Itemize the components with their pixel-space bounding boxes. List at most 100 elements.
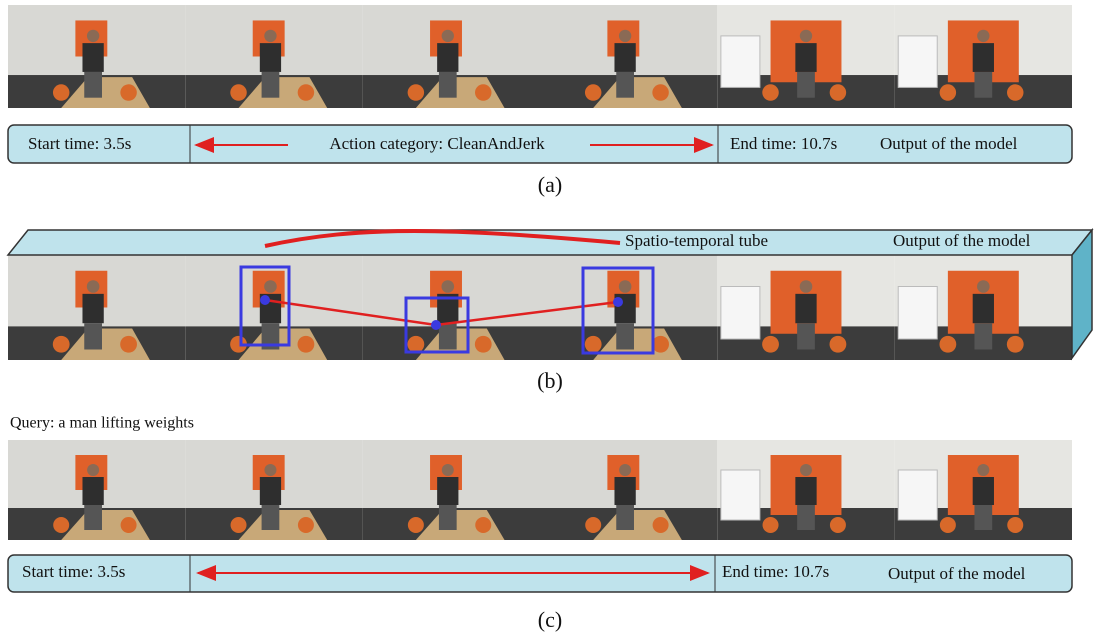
plate	[475, 517, 491, 533]
person-head	[87, 30, 99, 42]
plate	[763, 517, 779, 533]
person-legs	[84, 323, 102, 349]
person-legs	[439, 72, 457, 98]
person-body	[973, 477, 994, 505]
whiteboard	[721, 36, 760, 88]
person-legs	[974, 505, 992, 530]
person-legs	[262, 72, 280, 98]
plate	[830, 517, 846, 533]
person-head	[800, 30, 812, 42]
person-head	[619, 30, 631, 42]
plate	[475, 336, 492, 353]
whiteboard	[898, 36, 937, 88]
person-head	[442, 30, 454, 42]
person-head	[977, 280, 990, 293]
person-body	[795, 477, 816, 505]
output-label: Output of the model	[893, 231, 1031, 250]
whiteboard	[721, 287, 760, 340]
end-time: End time: 10.7s	[730, 134, 837, 153]
output-label: Output of the model	[880, 134, 1018, 153]
person-body	[973, 294, 994, 323]
person-legs	[84, 505, 102, 530]
person-body	[795, 43, 816, 72]
plate	[407, 336, 424, 353]
plate	[408, 517, 424, 533]
plate	[762, 84, 778, 100]
plate	[120, 84, 136, 100]
person-legs	[616, 505, 634, 530]
plate	[652, 84, 668, 100]
person-head	[264, 464, 276, 476]
plate	[408, 84, 424, 100]
person-body	[82, 477, 103, 505]
plate	[53, 517, 69, 533]
plate	[940, 84, 956, 100]
plate	[830, 84, 846, 100]
start-time: Start time: 3.5s	[28, 134, 131, 153]
plate	[585, 336, 602, 353]
plate	[1007, 517, 1023, 533]
person-head	[441, 280, 454, 293]
person-legs	[84, 72, 102, 98]
person-head	[800, 280, 813, 293]
caption: (c)	[538, 607, 562, 632]
person-head	[977, 30, 989, 42]
end-time: End time: 10.7s	[722, 562, 829, 581]
plate	[940, 517, 956, 533]
bbox-center	[613, 297, 623, 307]
frame-strips	[8, 5, 1072, 540]
query: Query: a man lifting weights	[10, 415, 194, 432]
caption: (a)	[538, 172, 562, 197]
person-legs	[616, 323, 634, 349]
plate	[830, 336, 847, 353]
plate	[653, 517, 669, 533]
figure: Start time: 3.5s Action category: CleanA…	[0, 0, 1099, 642]
whiteboard	[898, 470, 937, 520]
person-head	[442, 464, 454, 476]
person-legs	[439, 323, 457, 349]
person-legs	[797, 72, 815, 98]
plate	[585, 517, 601, 533]
person-body	[614, 43, 635, 72]
page: {"panel_a": {"start_time": "Start time: …	[0, 0, 1099, 642]
tube-label: Spatio-temporal tube	[625, 231, 768, 250]
person-head	[264, 30, 276, 42]
whiteboard	[898, 287, 937, 340]
person-body	[437, 43, 458, 72]
person-legs	[974, 72, 992, 98]
person-head	[87, 464, 99, 476]
person-legs	[439, 505, 457, 530]
bbox-center	[260, 295, 270, 305]
plate	[475, 84, 491, 100]
plate	[939, 336, 956, 353]
person-head	[87, 280, 100, 293]
bbox-center	[431, 320, 441, 330]
person-head	[977, 464, 989, 476]
person-body	[82, 43, 103, 72]
person-head	[619, 280, 632, 293]
plate	[120, 336, 137, 353]
start-time: Start time: 3.5s	[22, 562, 125, 581]
person-legs	[974, 323, 992, 349]
plate	[53, 336, 70, 353]
person-legs	[797, 323, 815, 349]
person-head	[800, 464, 812, 476]
person-legs	[797, 505, 815, 530]
person-head	[264, 280, 277, 293]
plate	[1007, 84, 1023, 100]
person-legs	[616, 72, 634, 98]
action-category: Action category: CleanAndJerk	[329, 134, 545, 153]
plate	[762, 336, 779, 353]
person-head	[619, 464, 631, 476]
plate	[298, 517, 314, 533]
plate	[652, 336, 669, 353]
whiteboard	[721, 470, 760, 520]
output-label: Output of the model	[888, 564, 1026, 583]
person-legs	[262, 505, 280, 530]
person-body	[82, 294, 103, 323]
person-body	[973, 43, 994, 72]
plate	[53, 84, 69, 100]
person-body	[614, 477, 635, 505]
plate	[585, 84, 601, 100]
plate	[121, 517, 137, 533]
